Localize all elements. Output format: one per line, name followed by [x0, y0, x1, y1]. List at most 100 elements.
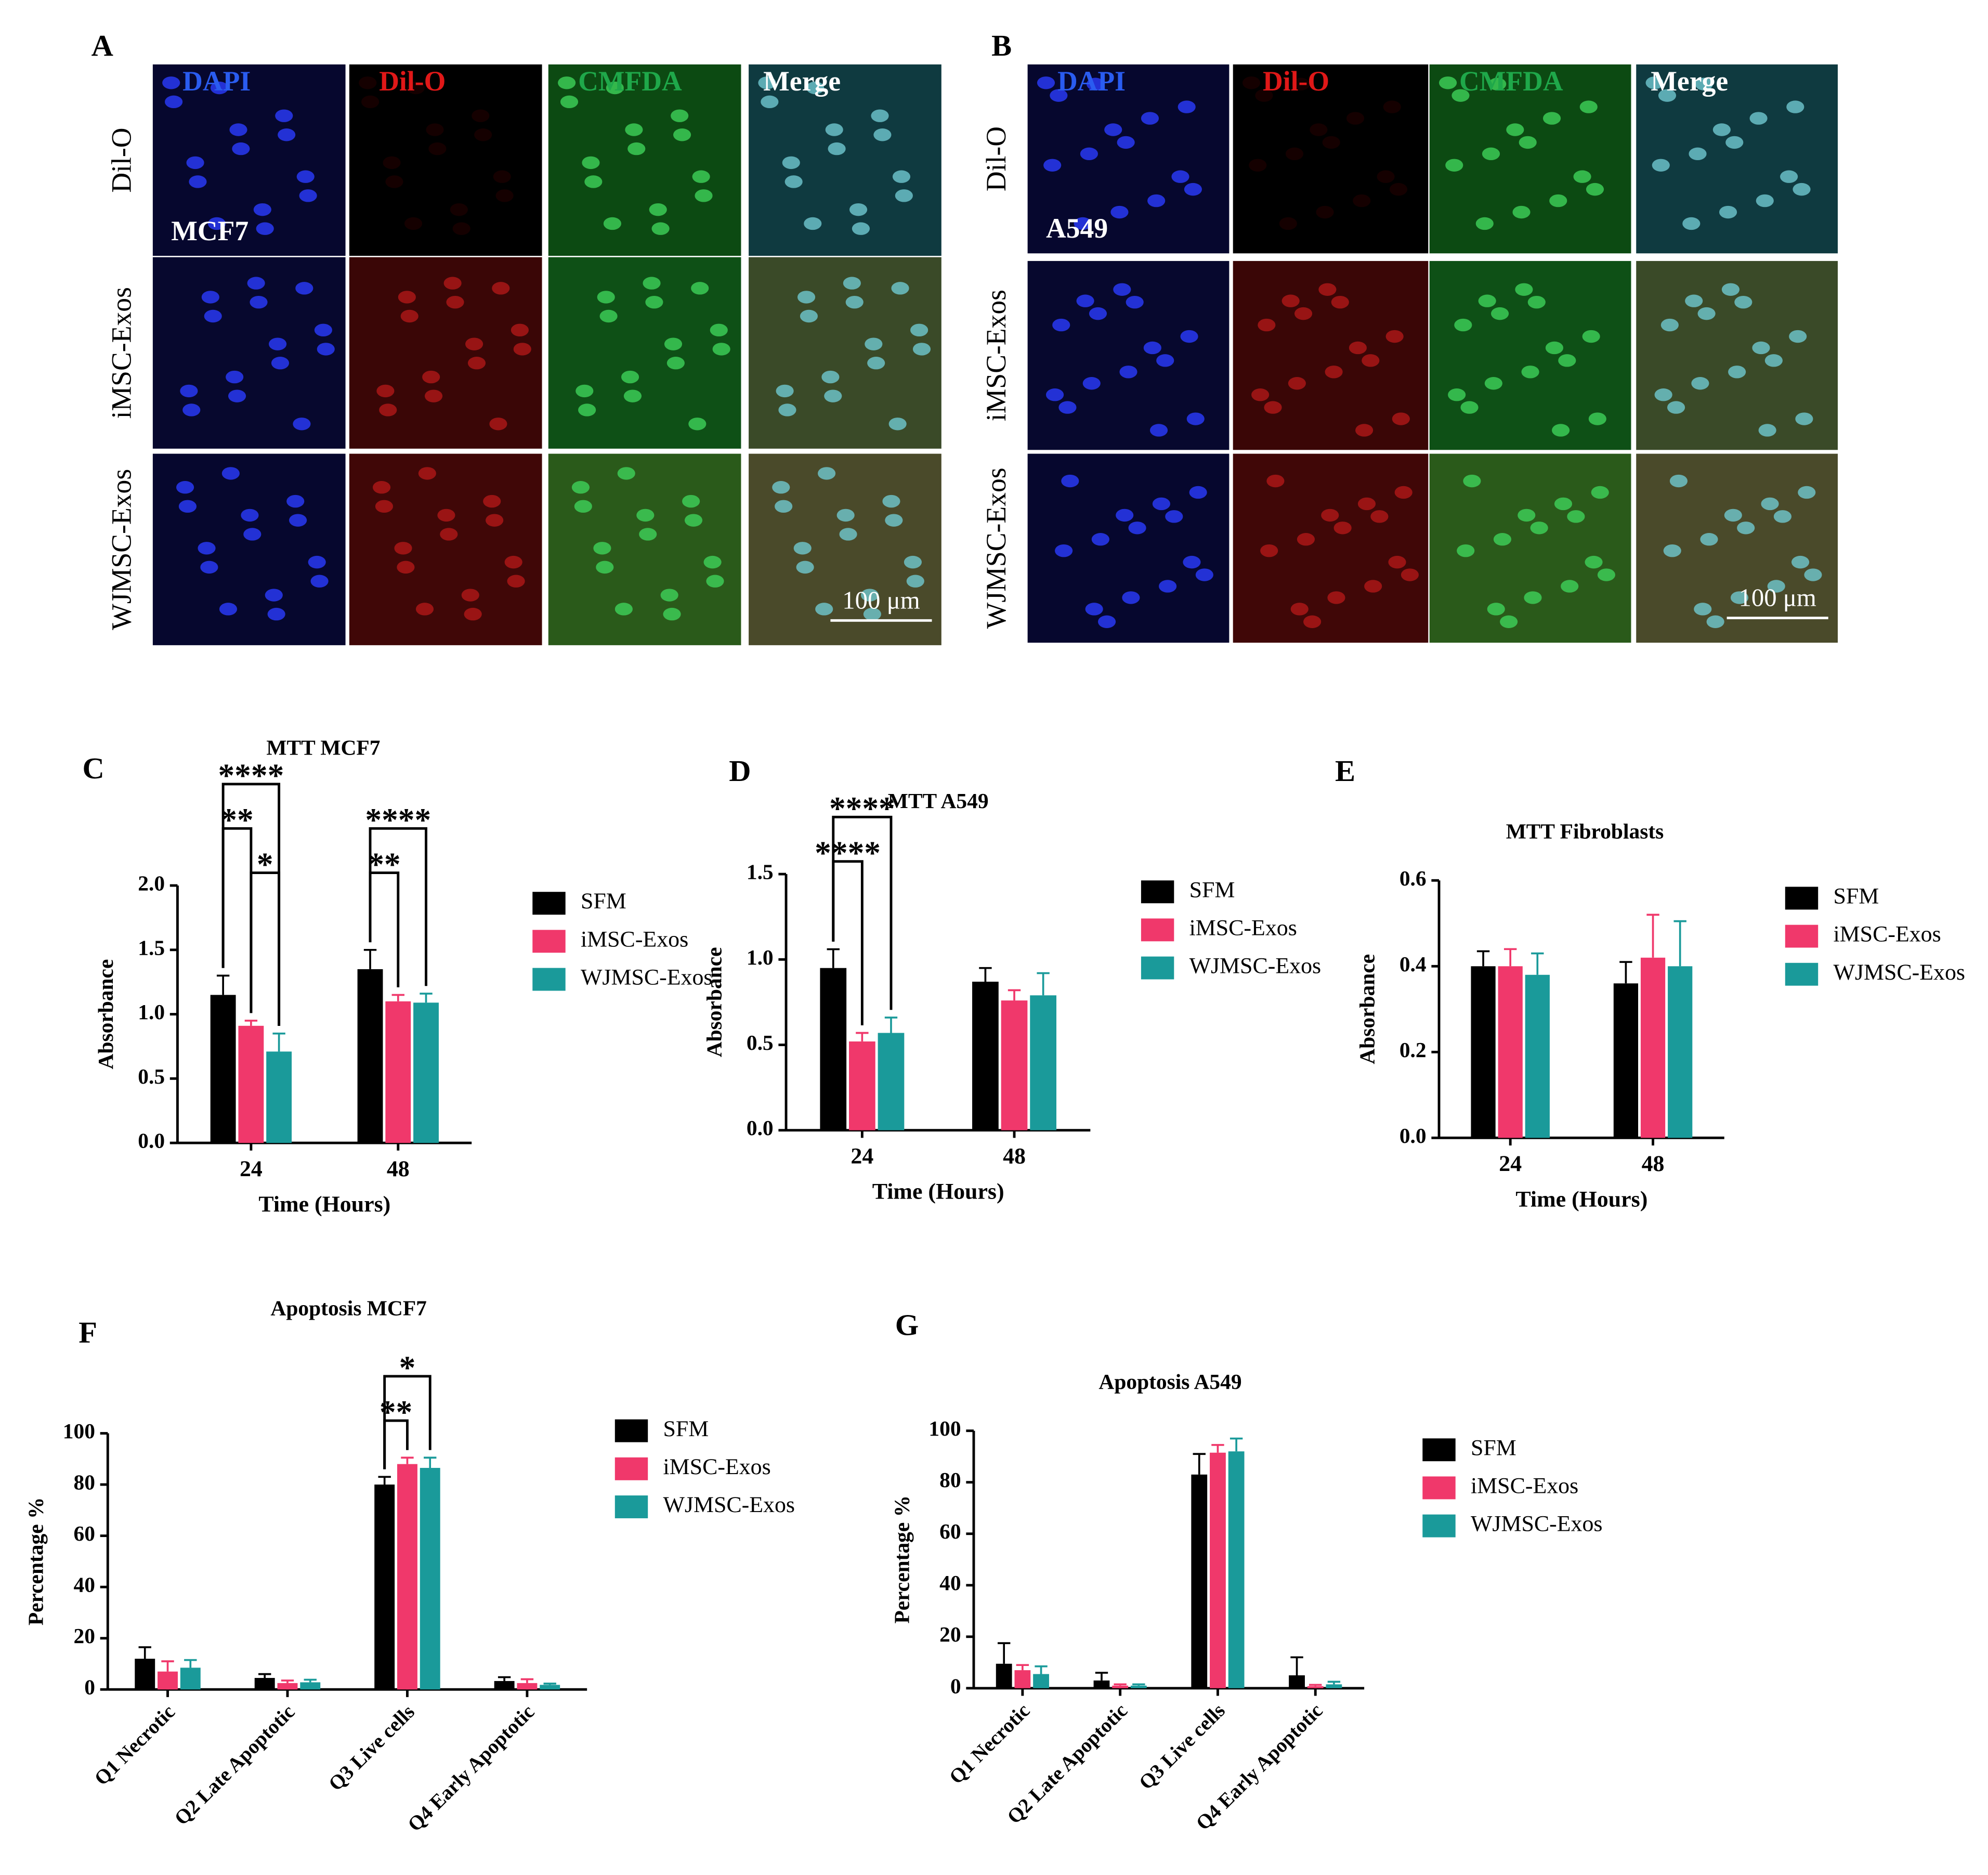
error-bar [498, 1676, 511, 1681]
cell [825, 123, 843, 136]
scale-bar-label: 100 μm [842, 586, 920, 614]
cell [1264, 401, 1282, 414]
cell [1383, 100, 1401, 113]
chart-title: MTT MCF7 [266, 736, 380, 760]
legend-label: SFM [1189, 877, 1235, 902]
error-bar [1646, 914, 1659, 958]
cell [1357, 497, 1376, 511]
cell [1316, 205, 1334, 219]
cell [671, 109, 689, 122]
cell [452, 222, 470, 235]
cell [1143, 341, 1161, 355]
legend-label: iMSC-Exos [1189, 915, 1297, 940]
bar [972, 981, 999, 1130]
cell [267, 607, 285, 621]
y-tick-label: 2.0 [138, 871, 165, 895]
cell [824, 389, 842, 402]
error-bar [391, 994, 404, 1001]
legend-swatch [1785, 887, 1819, 910]
cell [1037, 76, 1055, 89]
cell [226, 370, 244, 384]
y-tick-label: 1.5 [747, 860, 774, 884]
error-bar [1476, 950, 1490, 967]
y-axis-title: Absorbance [94, 959, 117, 1070]
cell [1445, 159, 1463, 172]
cell [1050, 89, 1068, 102]
legend-label: iMSC-Exos [663, 1454, 770, 1479]
cell [1773, 510, 1791, 523]
cell [1667, 401, 1685, 414]
cell [1795, 412, 1813, 425]
bar [1471, 966, 1496, 1138]
x-axis-title: Time (Hours) [1515, 1187, 1647, 1212]
legend-swatch [614, 1457, 648, 1480]
cell [1527, 295, 1546, 309]
cell [1281, 294, 1300, 307]
panel-label: A [91, 29, 113, 62]
cell [1721, 283, 1740, 296]
bar [1326, 1684, 1342, 1688]
cell [247, 277, 265, 290]
cell [1147, 194, 1166, 207]
cell [1685, 294, 1703, 307]
cell-line-label: MCF7 [171, 215, 248, 246]
cell [1082, 377, 1101, 390]
cell [394, 542, 412, 555]
bar [1033, 1674, 1049, 1688]
cell [804, 217, 822, 230]
cell [204, 309, 222, 323]
cell [464, 607, 482, 621]
y-tick-label: 0 [84, 1675, 95, 1699]
bar [1014, 1670, 1031, 1688]
bar [820, 968, 847, 1130]
cell [1394, 486, 1412, 499]
channel-label: Dil-O [1263, 66, 1329, 97]
cell [1321, 509, 1339, 522]
y-tick-label: 0.6 [1400, 866, 1427, 890]
legend-label: SFM [581, 889, 626, 914]
cell [1364, 580, 1382, 593]
cell [1370, 510, 1389, 523]
legend-label: SFM [663, 1416, 709, 1441]
legend-swatch [1785, 925, 1819, 948]
cell [910, 323, 928, 337]
cell [504, 555, 522, 569]
cell [446, 295, 464, 309]
cell [1591, 486, 1609, 499]
cell [1682, 217, 1701, 230]
legend-label: iMSC-Exos [1471, 1474, 1578, 1499]
x-tick-label: 24 [240, 1156, 263, 1181]
chart-title: Apoptosis A549 [1098, 1370, 1241, 1394]
legend-swatch [532, 892, 566, 915]
error-bar [1531, 952, 1544, 975]
cell [666, 357, 685, 370]
panel-label: D [729, 754, 751, 788]
cell [1448, 388, 1466, 401]
y-axis-title: Percentage % [24, 1498, 48, 1626]
bar [374, 1485, 395, 1690]
cell [560, 95, 579, 109]
legend-label: iMSC-Exos [1833, 922, 1941, 947]
cell [621, 370, 639, 384]
cell [818, 467, 836, 480]
legend-label: WJMSC-Exos [1189, 954, 1322, 979]
error-bar [161, 1660, 174, 1672]
cell [1478, 294, 1496, 307]
cell [1076, 294, 1094, 307]
cell [1085, 603, 1103, 616]
row-label: Dil-O [980, 126, 1012, 191]
cell [1521, 366, 1539, 379]
cell [673, 128, 691, 141]
cell [1353, 194, 1371, 207]
cell [465, 337, 483, 350]
cell [1652, 159, 1670, 172]
cell [317, 343, 335, 356]
error-bar [1114, 1683, 1127, 1686]
cell [636, 509, 655, 522]
bar [1191, 1474, 1208, 1688]
cell [1325, 366, 1343, 379]
bar [1112, 1685, 1129, 1688]
legend-swatch [614, 1419, 648, 1442]
cell [1697, 307, 1716, 320]
cell [1117, 136, 1135, 149]
